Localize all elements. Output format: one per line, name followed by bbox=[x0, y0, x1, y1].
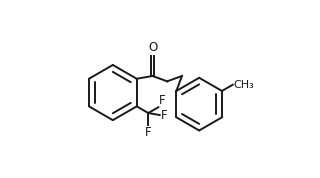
Text: F: F bbox=[145, 126, 152, 139]
Text: CH₃: CH₃ bbox=[234, 80, 254, 90]
Text: F: F bbox=[160, 109, 167, 122]
Text: F: F bbox=[159, 94, 166, 107]
Text: O: O bbox=[148, 41, 157, 54]
